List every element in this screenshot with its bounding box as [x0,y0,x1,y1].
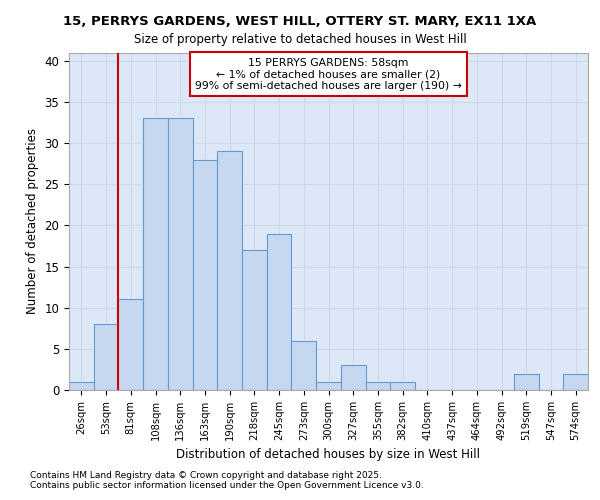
Bar [242,250,267,390]
Bar [316,382,341,390]
Text: 15 PERRYS GARDENS: 58sqm
← 1% of detached houses are smaller (2)
99% of semi-det: 15 PERRYS GARDENS: 58sqm ← 1% of detache… [195,58,462,91]
Bar [94,324,118,390]
Bar [390,382,415,390]
Bar [341,366,365,390]
Bar [118,300,143,390]
Bar [267,234,292,390]
X-axis label: Distribution of detached houses by size in West Hill: Distribution of detached houses by size … [176,448,481,462]
Bar [217,152,242,390]
Bar [514,374,539,390]
Bar [168,118,193,390]
Bar [69,382,94,390]
Text: Size of property relative to detached houses in West Hill: Size of property relative to detached ho… [134,32,466,46]
Bar [292,340,316,390]
Bar [563,374,588,390]
Bar [193,160,217,390]
Y-axis label: Number of detached properties: Number of detached properties [26,128,39,314]
Bar [365,382,390,390]
Bar [143,118,168,390]
Text: 15, PERRYS GARDENS, WEST HILL, OTTERY ST. MARY, EX11 1XA: 15, PERRYS GARDENS, WEST HILL, OTTERY ST… [64,15,536,28]
Text: Contains HM Land Registry data © Crown copyright and database right 2025.
Contai: Contains HM Land Registry data © Crown c… [30,470,424,490]
